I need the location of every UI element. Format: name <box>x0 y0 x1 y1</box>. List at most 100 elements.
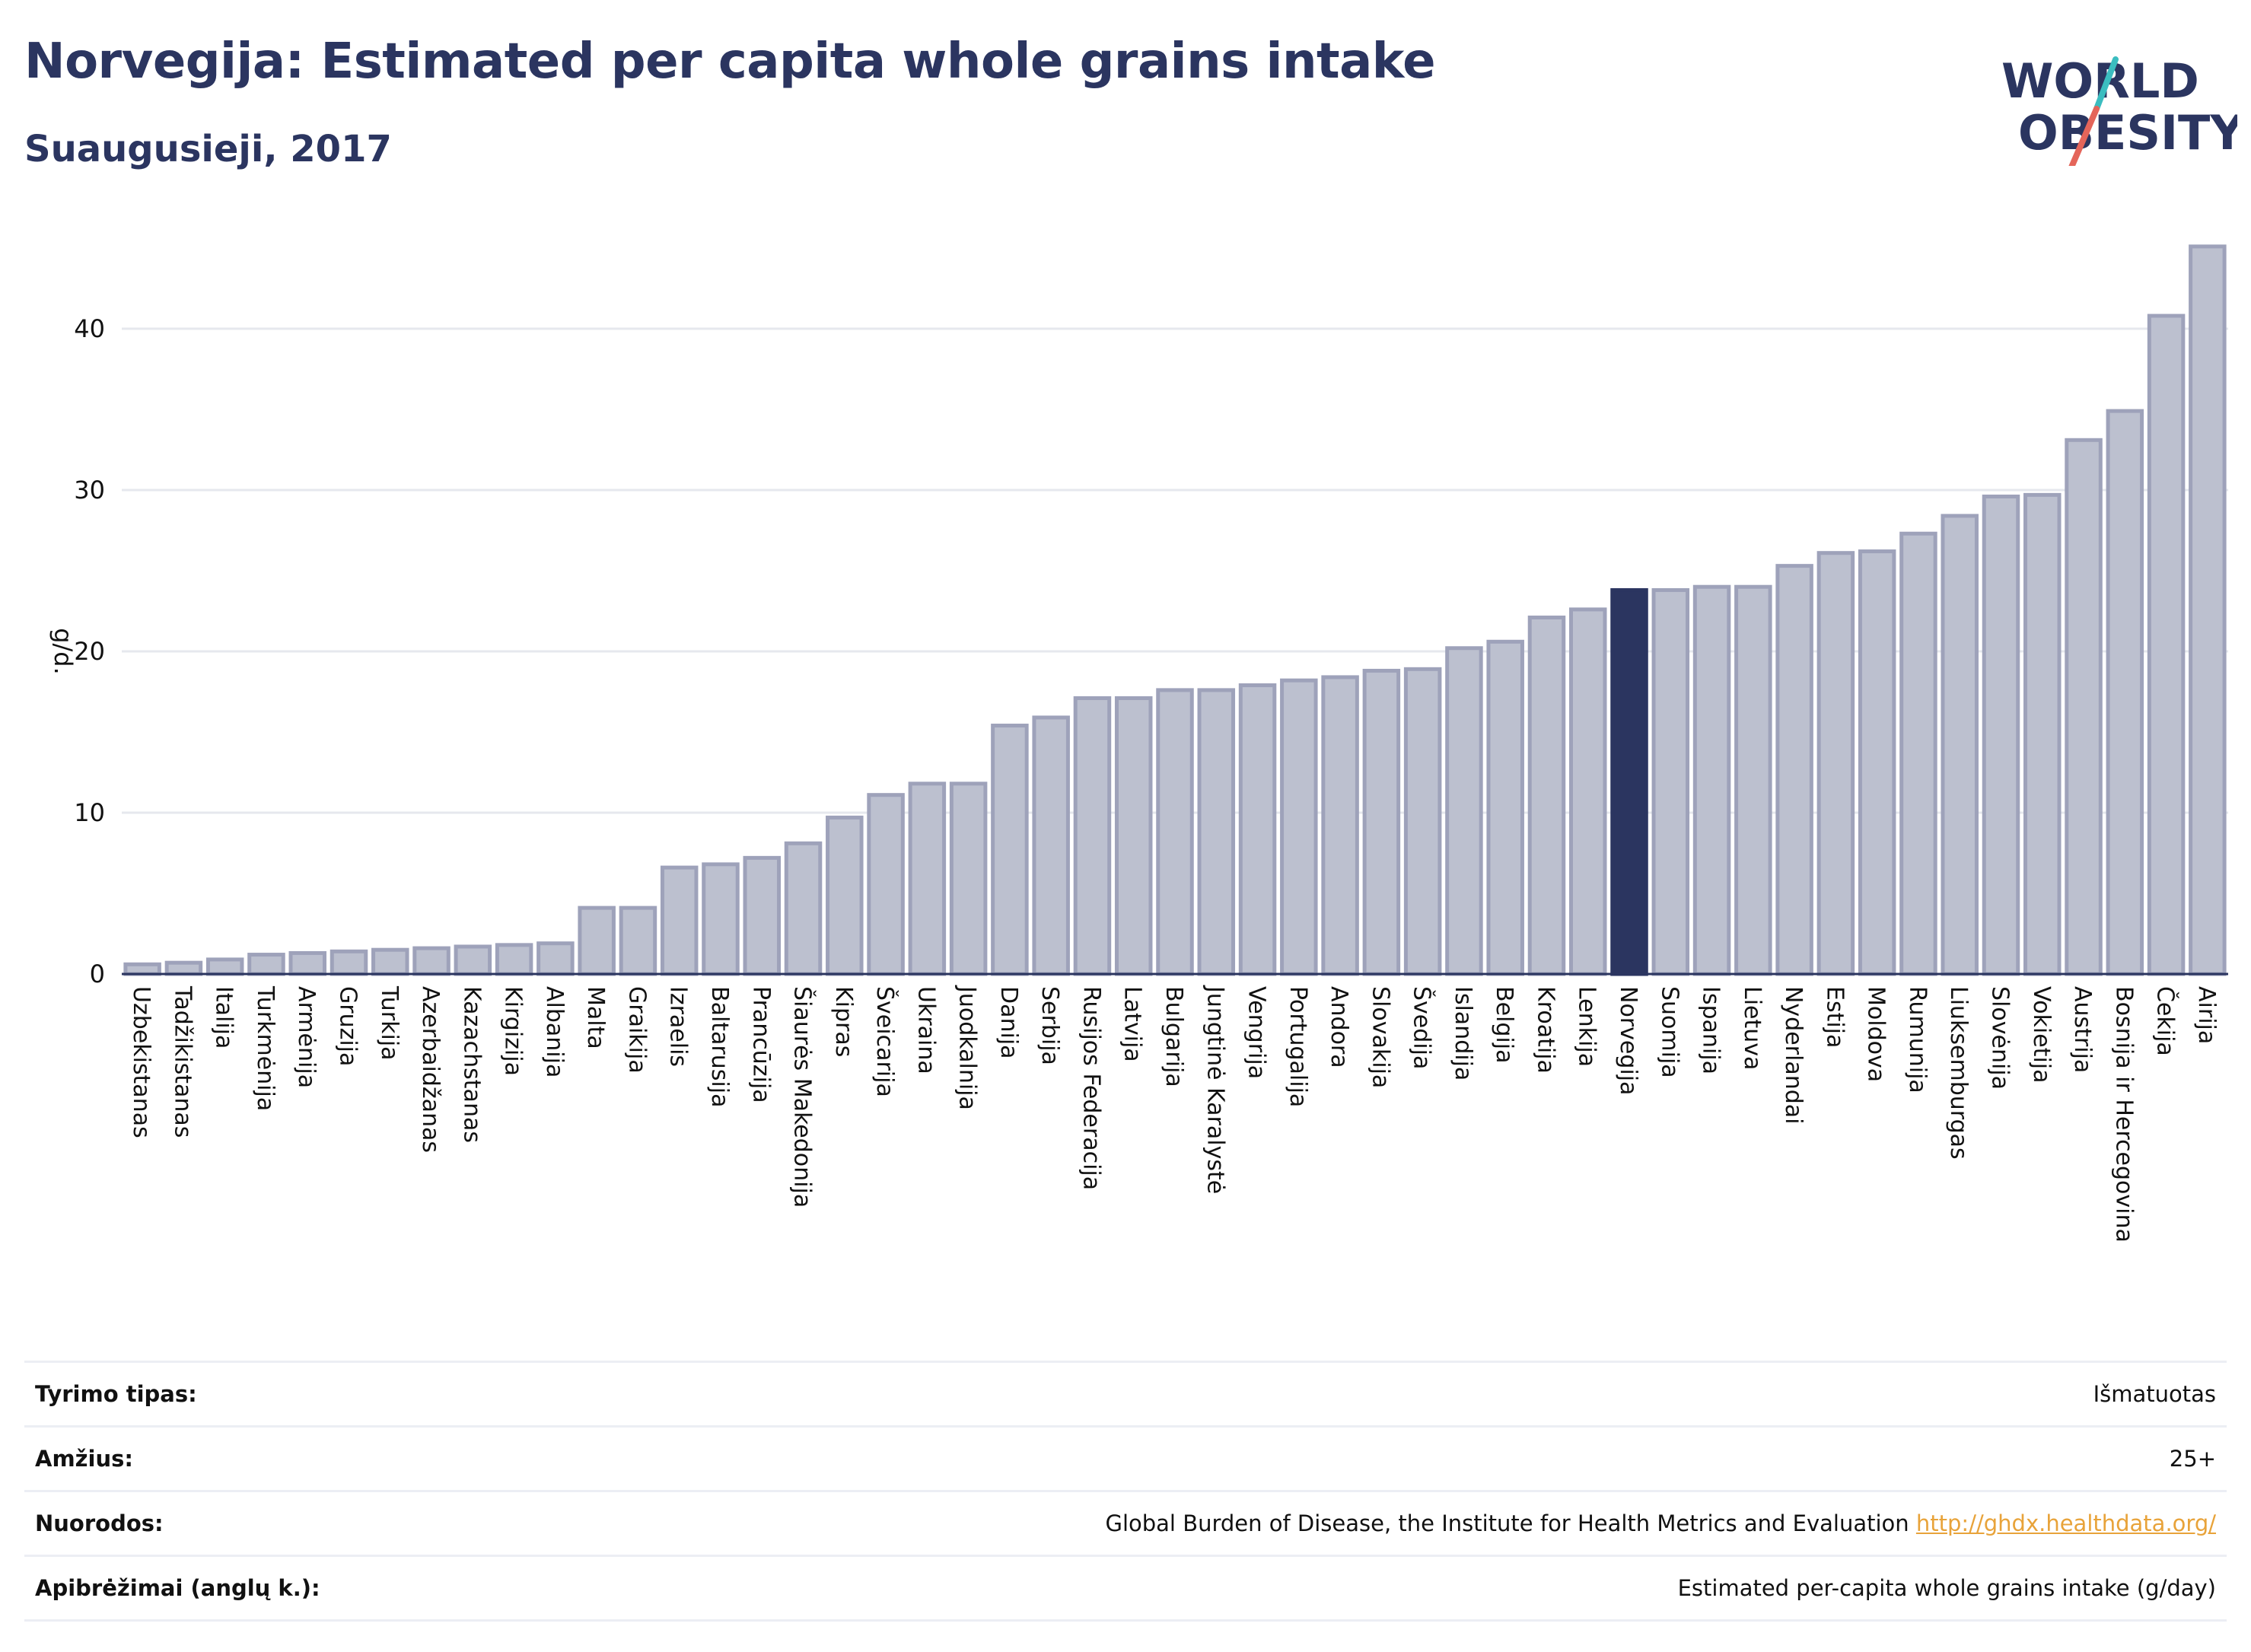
bar <box>619 906 657 976</box>
x-tick-label: Šveicarija <box>871 986 899 1097</box>
bar <box>2147 314 2186 976</box>
x-tick-label: Ukraina <box>912 986 939 1074</box>
bar <box>1775 564 1813 976</box>
bar <box>2189 244 2227 976</box>
bar <box>702 862 740 976</box>
bar <box>454 944 492 976</box>
bar <box>1982 494 2020 976</box>
bar <box>1858 549 1896 976</box>
x-tick-label: Rumunija <box>1904 986 1931 1093</box>
x-tick-label: Kroatija <box>1532 986 1559 1074</box>
meta-value: Estimated per-capita whole grains intake… <box>1677 1575 2216 1601</box>
x-tick-label: Belgija <box>1491 986 1517 1063</box>
bar <box>330 949 368 976</box>
bar <box>743 855 782 976</box>
bar <box>867 793 905 976</box>
meta-value-references: Global Burden of Disease, the Institute … <box>1105 1510 2227 1536</box>
bar <box>1280 678 1318 976</box>
bar <box>1403 667 1442 976</box>
meta-label: Amžius: <box>35 1446 133 1472</box>
meta-label: Tyrimo tipas: <box>35 1381 197 1407</box>
bar <box>1073 695 1112 976</box>
x-tick-label: Albanija <box>541 986 568 1077</box>
y-tick-label: 20 <box>74 637 105 666</box>
x-tick-label: Portugalija <box>1285 986 1311 1107</box>
bar <box>949 781 988 976</box>
x-tick-label: Lenkija <box>1574 986 1600 1067</box>
x-axis-labels: Uzbekistanas Tadžikistanas Italija Turkmėni… <box>128 985 2220 1243</box>
bar <box>1568 607 1607 976</box>
x-tick-label: Uzbekistanas <box>128 986 154 1138</box>
bar <box>1486 639 1524 976</box>
world-obesity-logo: WORLD OBESITY <box>2001 53 2237 166</box>
bar <box>1941 514 1979 976</box>
x-tick-label: Juodkalnija <box>954 985 981 1110</box>
x-tick-label: Čekija <box>2152 986 2180 1056</box>
x-tick-label: Latvija <box>1119 986 1146 1062</box>
x-tick-label: Švedija <box>1409 986 1437 1069</box>
bar <box>1527 615 1566 976</box>
y-tick-label: 10 <box>74 798 105 827</box>
chart-subtitle: Suaugusieji, 2017 <box>24 128 392 170</box>
bar <box>1734 584 1772 976</box>
x-tick-label: Austrija <box>2069 986 2096 1073</box>
x-tick-label: Kipras <box>830 986 857 1057</box>
x-tick-label: Vokietija <box>2028 986 2055 1084</box>
x-tick-label: Vengrija <box>1243 986 1270 1079</box>
bar <box>1114 695 1153 976</box>
x-tick-label: Bosnija ir Hercegovina <box>2110 986 2137 1243</box>
bar <box>1445 646 1483 976</box>
y-tick-label: 0 <box>90 960 105 988</box>
bar <box>1692 584 1731 976</box>
x-tick-label: Danija <box>995 986 1022 1059</box>
x-tick-label: Italija <box>211 986 237 1049</box>
bar <box>1197 688 1236 976</box>
meta-row-references: Nuorodos: Global Burden of Disease, the … <box>24 1490 2227 1555</box>
x-tick-label: Airija <box>2193 986 2220 1044</box>
meta-row-study-type: Tyrimo tipas: Išmatuotas <box>24 1361 2227 1425</box>
x-tick-label: Rusijos Federacija <box>1078 986 1104 1190</box>
meta-label: Nuorodos: <box>35 1510 164 1536</box>
bar <box>1321 675 1359 976</box>
x-tick-label: Suomija <box>1656 986 1683 1078</box>
x-tick-label: Turkmėnija <box>252 985 279 1111</box>
metadata-table: Tyrimo tipas: Išmatuotas Amžius: 25+ Nuo… <box>24 1361 2227 1622</box>
bar <box>1362 668 1401 976</box>
x-tick-label: Baltarusija <box>706 986 733 1107</box>
x-tick-label: Prancūzija <box>747 986 774 1103</box>
meta-row-age: Amžius: 25+ <box>24 1425 2227 1490</box>
x-tick-label: Kazachstanas <box>458 986 485 1143</box>
meta-value: 25+ <box>2169 1446 2216 1472</box>
bar-chart: 0 10 20 30 40 Uzbekistanas Tadžikistanas Itali… <box>49 244 2228 1243</box>
x-tick-label: Serbija <box>1036 986 1063 1065</box>
x-tick-label: Norvegija <box>1615 986 1641 1095</box>
meta-row-definitions: Apibrėžimai (anglų k.): Estimated per-ca… <box>24 1555 2227 1622</box>
x-tick-label: Izraelis <box>665 986 692 1067</box>
bar <box>908 781 947 976</box>
x-tick-label: Jungtinė Karalystė <box>1202 985 1228 1194</box>
logo-slash-red <box>2068 106 2100 166</box>
reference-text: Global Burden of Disease, the Institute … <box>1105 1510 1909 1536</box>
meta-label: Apibrėžimai (anglų k.): <box>35 1575 320 1601</box>
x-tick-label: Lietuva <box>1739 986 1765 1070</box>
bar <box>1899 531 1937 976</box>
bar <box>1156 688 1194 976</box>
bar <box>536 941 575 976</box>
y-axis-ticks: 0 10 20 30 40 <box>74 314 105 988</box>
x-tick-label: Tadžikistanas <box>169 985 196 1138</box>
bar <box>991 724 1029 976</box>
bar <box>205 957 244 976</box>
reference-link[interactable]: http://ghdx.healthdata.org/ <box>1915 1510 2216 1536</box>
x-tick-label: Moldova <box>1863 986 1890 1082</box>
bar <box>2023 492 2062 976</box>
bar <box>826 815 864 976</box>
bar <box>1651 587 1690 976</box>
bar <box>412 946 451 976</box>
x-tick-label: Andora <box>1326 986 1352 1068</box>
x-tick-label: Slovėnija <box>1986 986 2013 1090</box>
x-tick-label: Šiaurės Makedonija <box>789 986 817 1208</box>
x-tick-label: Estija <box>1821 986 1848 1048</box>
x-tick-label: Ispanija <box>1698 986 1724 1074</box>
x-tick-label: Graikija <box>623 986 650 1074</box>
x-tick-label: Turkija <box>376 985 403 1061</box>
